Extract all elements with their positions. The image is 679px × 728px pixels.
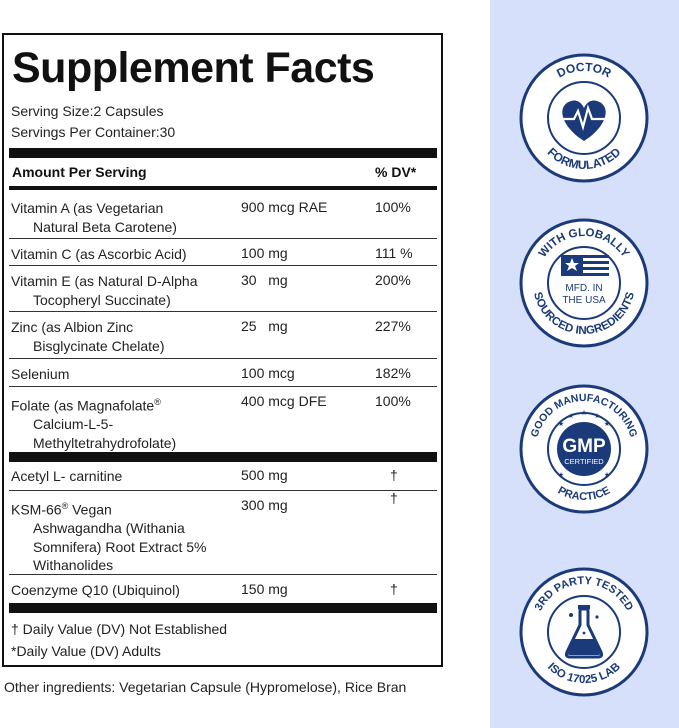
row-divider xyxy=(9,358,437,359)
svg-text:PRACTICE: PRACTICE xyxy=(556,485,612,504)
footnote-dv-adults: *Daily Value (DV) Adults xyxy=(11,643,161,659)
svg-text:★: ★ xyxy=(568,412,574,420)
dv-header: % DV* xyxy=(375,164,417,180)
thick-divider xyxy=(9,452,437,462)
usa-flag-icon xyxy=(561,255,609,276)
footnote-dv-not-established: † Daily Value (DV) Not Established xyxy=(11,621,228,637)
row-divider xyxy=(9,311,437,312)
flask-icon xyxy=(564,605,604,659)
row-divider xyxy=(9,238,437,239)
doctor-label: DOCTOR xyxy=(554,60,613,81)
panel-title: Supplement Facts xyxy=(12,44,375,92)
svg-text:★: ★ xyxy=(558,420,564,428)
svg-text:DOCTOR: DOCTOR xyxy=(554,60,613,81)
row-divider xyxy=(9,574,437,575)
svg-text:★: ★ xyxy=(594,412,600,420)
stars-icon: ★ ★ ★ ★ ★ ★ ★ xyxy=(558,409,610,479)
the-usa-label: THE USA xyxy=(562,295,606,306)
other-ingredients: Other ingredients: Vegetarian Capsule (H… xyxy=(4,679,407,695)
gmp-label: GMP xyxy=(562,436,606,457)
row-divider xyxy=(9,490,437,491)
amount-per-serving-header: Amount Per Serving xyxy=(12,164,147,180)
servings-per-container: Servings Per Container:30 xyxy=(11,124,176,140)
row-divider xyxy=(9,265,437,266)
svg-text:★: ★ xyxy=(581,409,587,417)
heart-icon xyxy=(562,100,606,141)
mfd-in-label: MFD. IN xyxy=(565,283,602,294)
gmp-seal-icon xyxy=(557,422,611,476)
thick-divider xyxy=(9,603,437,613)
gmp-certified-badge: GOOD MANUFACTURING PRACTICE ★★ ★ ★★ ★ ★ GMP… xyxy=(519,384,649,514)
practice-label: PRACTICE xyxy=(556,485,612,504)
doctor-formulated-badge: DOCTOR FORMULATED xyxy=(519,53,649,183)
third-party-tested-badge: 3RD PARTY TESTED ISO 17025 LAB xyxy=(519,567,649,697)
svg-text:★: ★ xyxy=(604,471,610,479)
row-divider xyxy=(9,386,437,387)
svg-text:★: ★ xyxy=(558,471,564,479)
supplement-facts-panel xyxy=(2,33,443,667)
medium-divider xyxy=(9,186,437,190)
made-in-usa-badge: WITH GLOBALLY SOURCED INGREDIENTS MFD. I… xyxy=(519,218,649,348)
certified-label: CERTIFIED xyxy=(564,457,604,466)
thick-divider xyxy=(9,148,437,158)
serving-size: Serving Size:2 Capsules xyxy=(11,103,164,119)
svg-text:★: ★ xyxy=(604,420,610,428)
